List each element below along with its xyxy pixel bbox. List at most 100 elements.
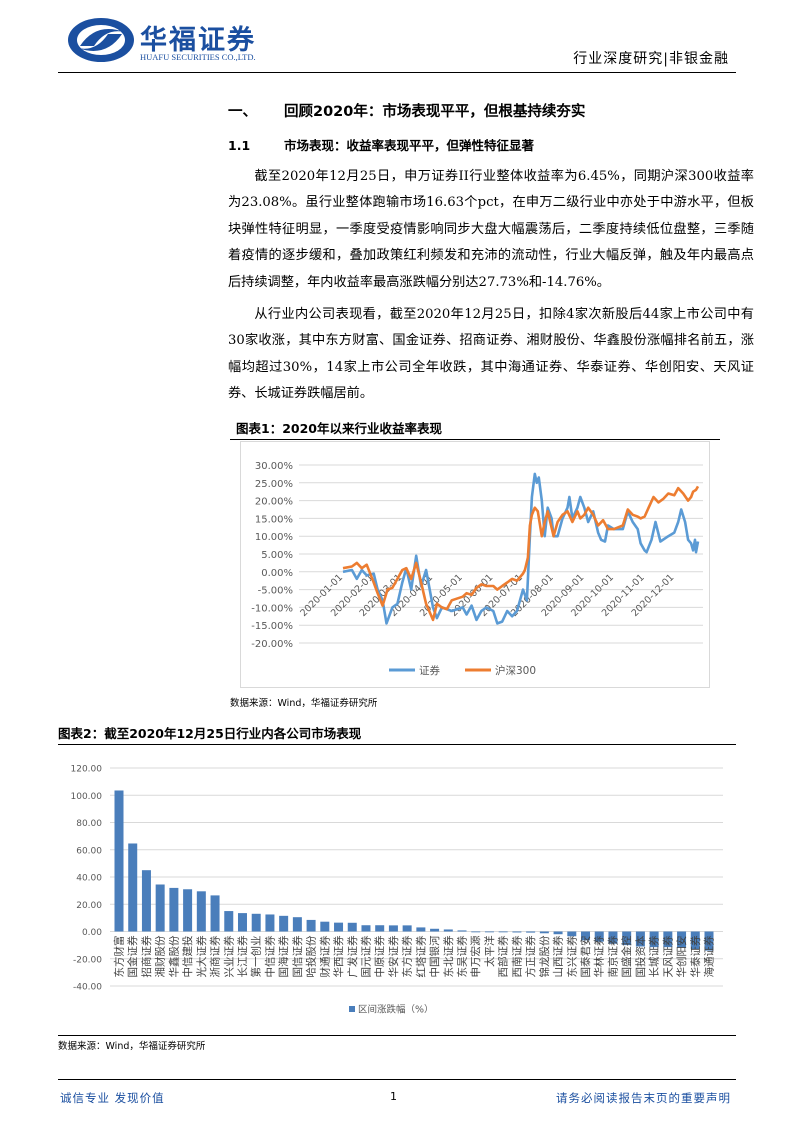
bar [388, 925, 398, 932]
logo-english-name: HUAFU SECURITIES CO.,LTD. [140, 52, 256, 62]
report-body: 一、 回顾2020年：市场表现平平，但根基持续夯实 1.1 市场表现：收益率表现… [0, 101, 793, 1054]
x-category-label: 哈投股份 [305, 935, 318, 977]
bar [347, 922, 357, 932]
y-tick-label: -20.00 [73, 955, 102, 965]
figure1-source: 数据来源：Wind，华福证券研究所 [230, 697, 378, 709]
bar [196, 890, 206, 932]
x-category-label: 华林证券 [593, 935, 606, 977]
x-category-label: 方正证券 [524, 935, 537, 977]
x-category-label: 第一创业 [250, 935, 263, 977]
bar [594, 931, 604, 942]
bar [237, 912, 247, 932]
paragraph-company-performance: 从行业内公司表现看，截至2020年12月25日，扣除4家次新股后44家上市公司中… [228, 307, 754, 402]
bar [526, 931, 536, 933]
x-category-label: 财通证券 [318, 935, 331, 977]
bar [128, 843, 138, 932]
bar [224, 910, 234, 932]
legend-swatch [349, 1005, 355, 1012]
bar [375, 924, 385, 932]
y-tick-label: -15.00% [251, 621, 293, 632]
y-tick-label: 60.00 [76, 846, 102, 856]
y-tick-label: 5.00% [261, 550, 293, 561]
y-tick-label: 0.00 [82, 928, 102, 938]
bar [457, 930, 467, 932]
x-category-label: 东方财富 [113, 935, 126, 977]
y-tick-label: 25.00% [255, 478, 293, 489]
bar [553, 931, 563, 934]
x-category-label: 申万宏源 [469, 935, 482, 977]
x-category-label: 中原证券 [373, 935, 386, 977]
y-tick-label: 120.00 [71, 764, 103, 774]
bar [635, 931, 645, 947]
bar [512, 931, 522, 933]
subsection-title: 市场表现：收益率表现平平，但弹性特征显著 [284, 138, 535, 153]
x-category-label: 招商证券 [140, 935, 153, 977]
bar [484, 931, 494, 932]
x-category-label: 长城证券 [648, 935, 661, 977]
bar [690, 931, 700, 949]
footer-slogan: 诚信专业 发现价值 [60, 1091, 165, 1105]
x-category-label: 中信建投 [181, 935, 194, 977]
y-tick-label: 20.00 [76, 900, 102, 910]
x-category-label: 兴业证券 [222, 935, 235, 977]
bar [430, 928, 440, 932]
document-type: 行业深度研究|非银金融 [573, 51, 729, 67]
bar [155, 884, 165, 932]
bar [649, 931, 659, 947]
y-tick-label: -20.00% [251, 639, 293, 650]
bar [183, 888, 193, 932]
company-bar-chart: 120.00 100.00 80.00 60.00 40.00 20.00 0.00 -20.… [58, 764, 736, 1036]
bar [251, 913, 261, 932]
y-tick-label: -10.00% [251, 603, 293, 614]
section-heading: 一、 回顾2020年：市场表现平平，但根基持续夯实 [228, 101, 793, 123]
x-category-label: 华安证券 [387, 935, 400, 977]
bar [114, 790, 124, 932]
bar [279, 915, 289, 932]
y-tick-label: 80.00 [76, 819, 102, 829]
series-line-hs300 [342, 485, 700, 621]
bar [498, 931, 508, 932]
bar [539, 931, 549, 933]
bar [210, 895, 220, 932]
footer-divider [58, 1079, 736, 1080]
bar [471, 931, 481, 932]
x-category-label: 西南证券 [510, 935, 523, 977]
x-category-label: 华鑫股份 [167, 935, 180, 977]
y-tick-label: 10.00% [255, 532, 293, 543]
x-category-label: 海通证券 [703, 935, 716, 977]
legend-label: 证券 [419, 664, 440, 677]
x-category-label: 锦龙股份 [538, 935, 551, 977]
x-category-label: 太平洋 [483, 935, 496, 967]
bar [704, 931, 714, 951]
section-number: 一、 [228, 104, 257, 120]
figure2-source: 数据来源：Wind，华福证券研究所 [58, 1040, 206, 1052]
x-category-label: 红塔证券 [414, 935, 427, 977]
x-category-label: 长江证券 [236, 935, 249, 977]
x-category-label: 国海证券 [277, 935, 290, 977]
bar [443, 929, 453, 932]
y-tick-label: 100.00 [71, 791, 103, 801]
bar [402, 925, 412, 932]
bar [141, 869, 151, 932]
logo-name: 华福证券 [140, 25, 256, 56]
y-tick-label: 40.00 [76, 873, 102, 883]
bar [622, 931, 632, 945]
x-category-label: 光大证券 [195, 935, 208, 977]
legend-label: 沪深300 [495, 664, 536, 677]
x-category-label: 西部证券 [497, 935, 510, 977]
bar [361, 924, 371, 932]
x-category-label: 国盛金控 [620, 935, 633, 977]
x-category-label: 广发证券 [346, 935, 359, 977]
x-category-label: 华创阳安 [675, 935, 688, 977]
legend-label: 区间涨跌幅（%） [358, 1003, 434, 1015]
x-category-label: 天风证券 [661, 935, 674, 977]
bar [265, 914, 275, 932]
bar [169, 887, 179, 932]
figure2-title: 图表2：截至2020年12月25日行业内各公司市场表现 [58, 725, 736, 745]
x-category-label: 国元证券 [359, 935, 372, 977]
subsection-number: 1.1 [228, 138, 251, 153]
x-category-label: 中国银河 [428, 935, 441, 977]
y-tick-label: 20.00% [255, 496, 293, 507]
series-line-securities [342, 472, 700, 625]
